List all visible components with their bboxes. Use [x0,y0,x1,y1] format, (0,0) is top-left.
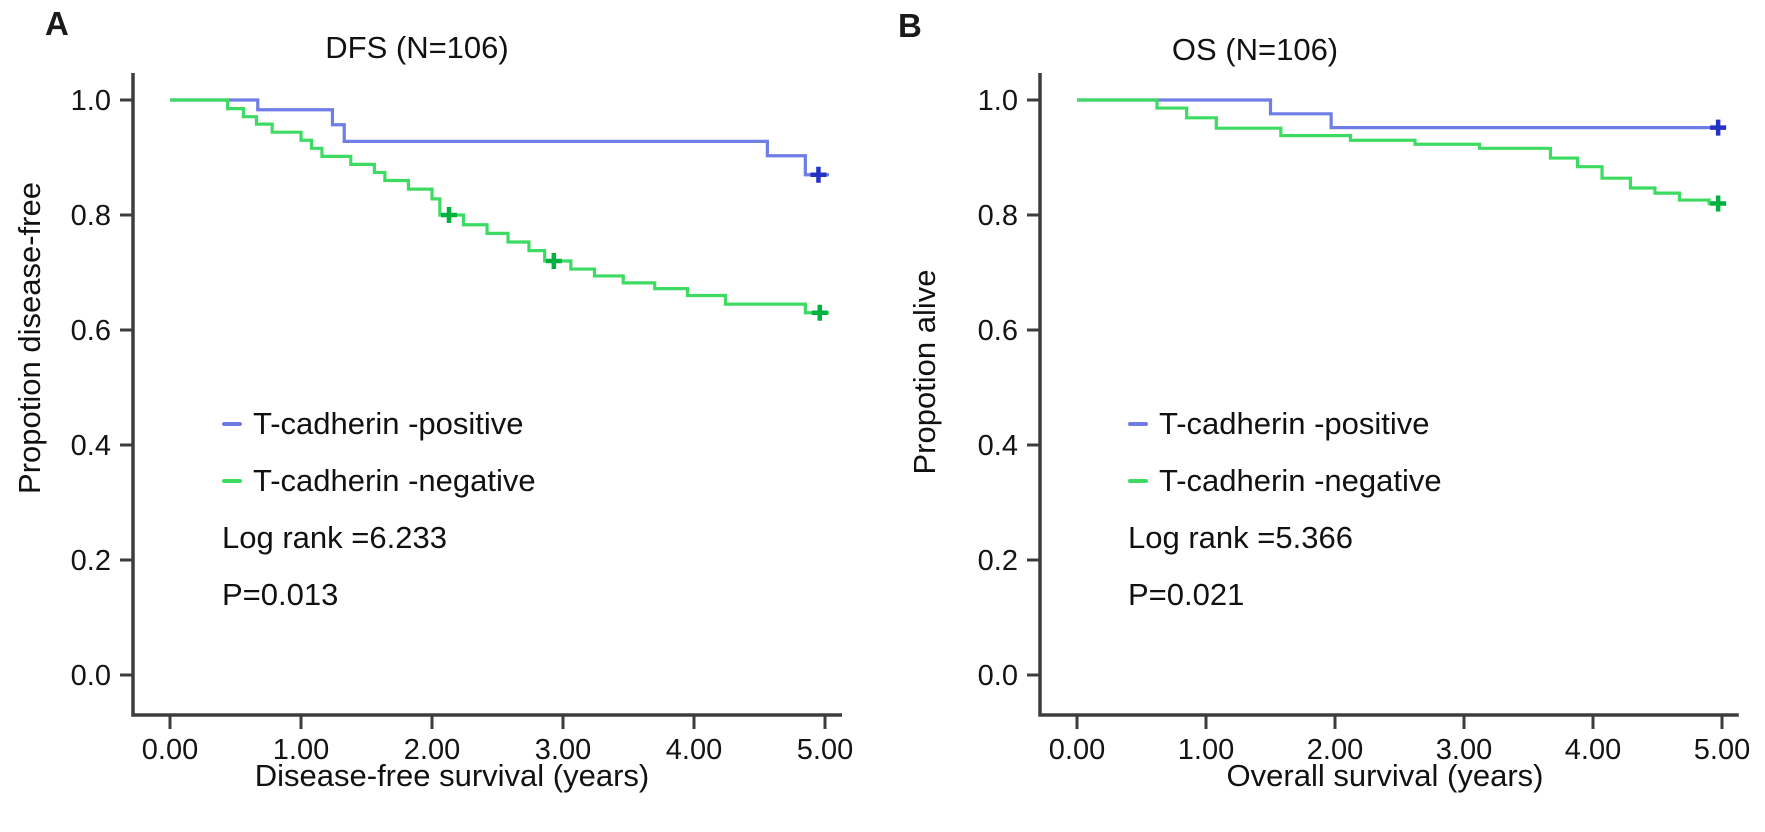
negative-line-swatch [222,479,242,483]
x-tick-label: 2.00 [404,734,460,766]
x-tick-label: 0.00 [1049,734,1105,766]
x-tick-label: 4.00 [1565,734,1621,766]
x-tick-label: 2.00 [1307,734,1363,766]
y-tick-label: 0.6 [978,315,1018,347]
x-tick-label: 1.00 [1178,734,1234,766]
censor-mark [545,253,562,269]
censor-mark [811,304,828,321]
legend-label-positive: T-cadherin -positive [1159,406,1430,441]
y-tick-label: 0.4 [978,430,1018,462]
negative-line-swatch [1128,479,1148,483]
panel-a-title: DFS (N=106) [325,30,509,65]
x-tick-label: 5.00 [797,734,853,766]
y-tick-label: 0.0 [71,660,111,692]
panel-b-legend: T-cadherin -positive T-cadherin -negativ… [1128,406,1442,634]
legend-label-negative: T-cadherin -negative [253,463,536,498]
y-tick-label: 1.0 [71,85,111,117]
censor-mark [810,166,827,183]
panel-b-y-axis-label: Propotion alive [907,269,942,475]
y-tick-label: 0.8 [978,200,1018,232]
x-tick-label: 1.00 [273,734,329,766]
x-tick-label: 0.00 [142,734,198,766]
panel-b-title: OS (N=106) [1171,32,1339,67]
legend-item-negative: T-cadherin -negative [222,463,536,499]
p-value: P=0.021 [1128,577,1245,612]
panel-b-x-axis-label: Overall survival (years) [1226,758,1544,793]
y-tick-label: 0.2 [71,545,111,577]
censor-mark [1710,119,1727,136]
positive-line-swatch [1128,422,1148,426]
legend-label-positive: T-cadherin -positive [253,406,524,441]
legend-item-positive: T-cadherin -positive [1128,406,1442,442]
km-curve-negative [1077,98,1726,206]
km-curve-positive [1077,98,1726,130]
x-tick-label: 5.00 [1694,734,1750,766]
km-panel-B: 1.0 0.8 0.6 0.4 0.2 0.0 0.00 1.00 2.00 3.00 4.00 5.… [978,73,1750,766]
km-curve-positive [170,98,829,177]
log-rank-value: Log rank =5.366 [1128,520,1353,555]
y-tick-label: 0.4 [71,430,111,462]
y-tick-label: 1.0 [978,85,1018,117]
p-value: P=0.013 [222,577,339,612]
legend-label-negative: T-cadherin -negative [1159,463,1442,498]
panel-a-legend: T-cadherin -positive T-cadherin -negativ… [222,406,536,634]
panel-a-x-axis-label: Disease-free survival (years) [254,758,650,793]
y-tick-label: 0.2 [978,545,1018,577]
log-rank-value: Log rank =6.233 [222,520,447,555]
panel-b-letter: B [898,7,922,44]
censor-mark [1710,195,1727,212]
panel-a-letter: A [45,5,69,42]
y-tick-label: 0.8 [71,200,111,232]
legend-item-negative: T-cadherin -negative [1128,463,1442,499]
y-tick-label: 0.0 [978,660,1018,692]
panel-a-y-axis-label: Propotion disease-free [12,182,47,494]
x-tick-label: 4.00 [666,734,722,766]
x-tick-label: 3.00 [1436,734,1492,766]
legend-item-positive: T-cadherin -positive [222,406,536,442]
km-curve-negative [170,98,829,315]
positive-line-swatch [222,422,242,426]
axis-spine [131,73,843,717]
x-tick-label: 3.00 [535,734,591,766]
axis-spine [1038,73,1739,717]
y-tick-label: 0.6 [71,315,111,347]
km-panel-A: 1.0 0.8 0.6 0.4 0.2 0.0 0.00 1.00 2.00 3.00 4.00 5.… [71,73,853,766]
censor-mark [441,207,458,223]
